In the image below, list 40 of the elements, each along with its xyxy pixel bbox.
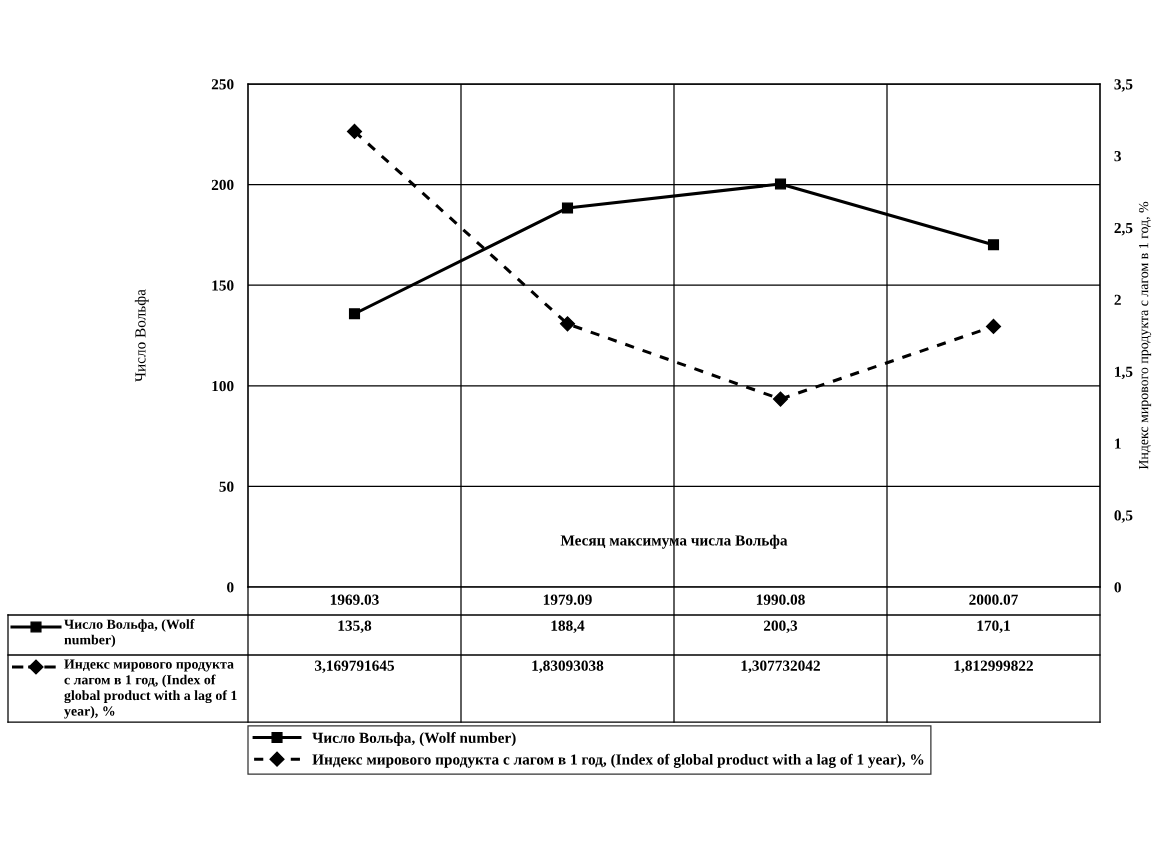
data-label: 135,8 <box>338 620 372 634</box>
point <box>774 178 787 190</box>
data-label: 200,3 <box>763 620 798 634</box>
point <box>985 318 1002 335</box>
legend-label: Индекс мирового продукта с лагом в 1 год, (Index of global product with a lag of 1 year), % <box>64 659 237 719</box>
legend-label: Число Вольфа, (Wolf number) <box>64 619 195 648</box>
y-tick-label: 150 <box>212 280 234 291</box>
y2-tick-label: 3 <box>1114 151 1122 162</box>
y2-tick-label: 1,5 <box>1115 366 1133 380</box>
point <box>561 202 574 214</box>
x-tick-label: 2000.07 <box>969 594 1018 605</box>
point <box>559 316 576 332</box>
text: Число Вольфа, (Wolf number) <box>312 732 516 747</box>
data-label: 188,4 <box>551 620 585 634</box>
point <box>987 239 1000 251</box>
y2-tick-label: 3,5 <box>1114 79 1133 92</box>
y-tick-label: 50 <box>219 481 234 492</box>
point <box>346 123 363 140</box>
y2-axis-title: Индекс мирового продукта с лагом в 1 год, % <box>1138 201 1152 470</box>
text: Индекс мирового продукта с лагом в 1 год, (Index of global product with a lag of 1 year), % <box>312 753 924 768</box>
y-tick-label: 0 <box>227 582 234 593</box>
x-tick-label: 1969.03 <box>330 594 379 605</box>
y2-tick-label: 1 <box>1115 438 1121 449</box>
data-label: 3,169791645 <box>314 660 395 674</box>
y-tick-label: 100 <box>212 380 234 392</box>
y2-tick-label: 0 <box>1114 582 1121 593</box>
x-tick-label: 1979.09 <box>543 594 592 605</box>
y-axis-title: Число Вольфа <box>134 289 149 382</box>
x-tick-label: 1990.08 <box>756 594 805 605</box>
data-label: 1,812999822 <box>954 660 1033 674</box>
y-tick-label: 200 <box>211 179 234 191</box>
data-label: 1,83093038 <box>532 660 604 674</box>
point <box>772 391 789 407</box>
y2-tick-label: 2 <box>1114 294 1121 305</box>
y-tick-label: 250 <box>211 79 234 90</box>
y2-tick-label: 2,5 <box>1114 222 1133 236</box>
point <box>348 308 361 320</box>
data-label: 1,307732042 <box>741 660 820 674</box>
y2-tick-label: 0,5 <box>1114 510 1133 523</box>
data-label: 170,1 <box>977 620 1010 634</box>
